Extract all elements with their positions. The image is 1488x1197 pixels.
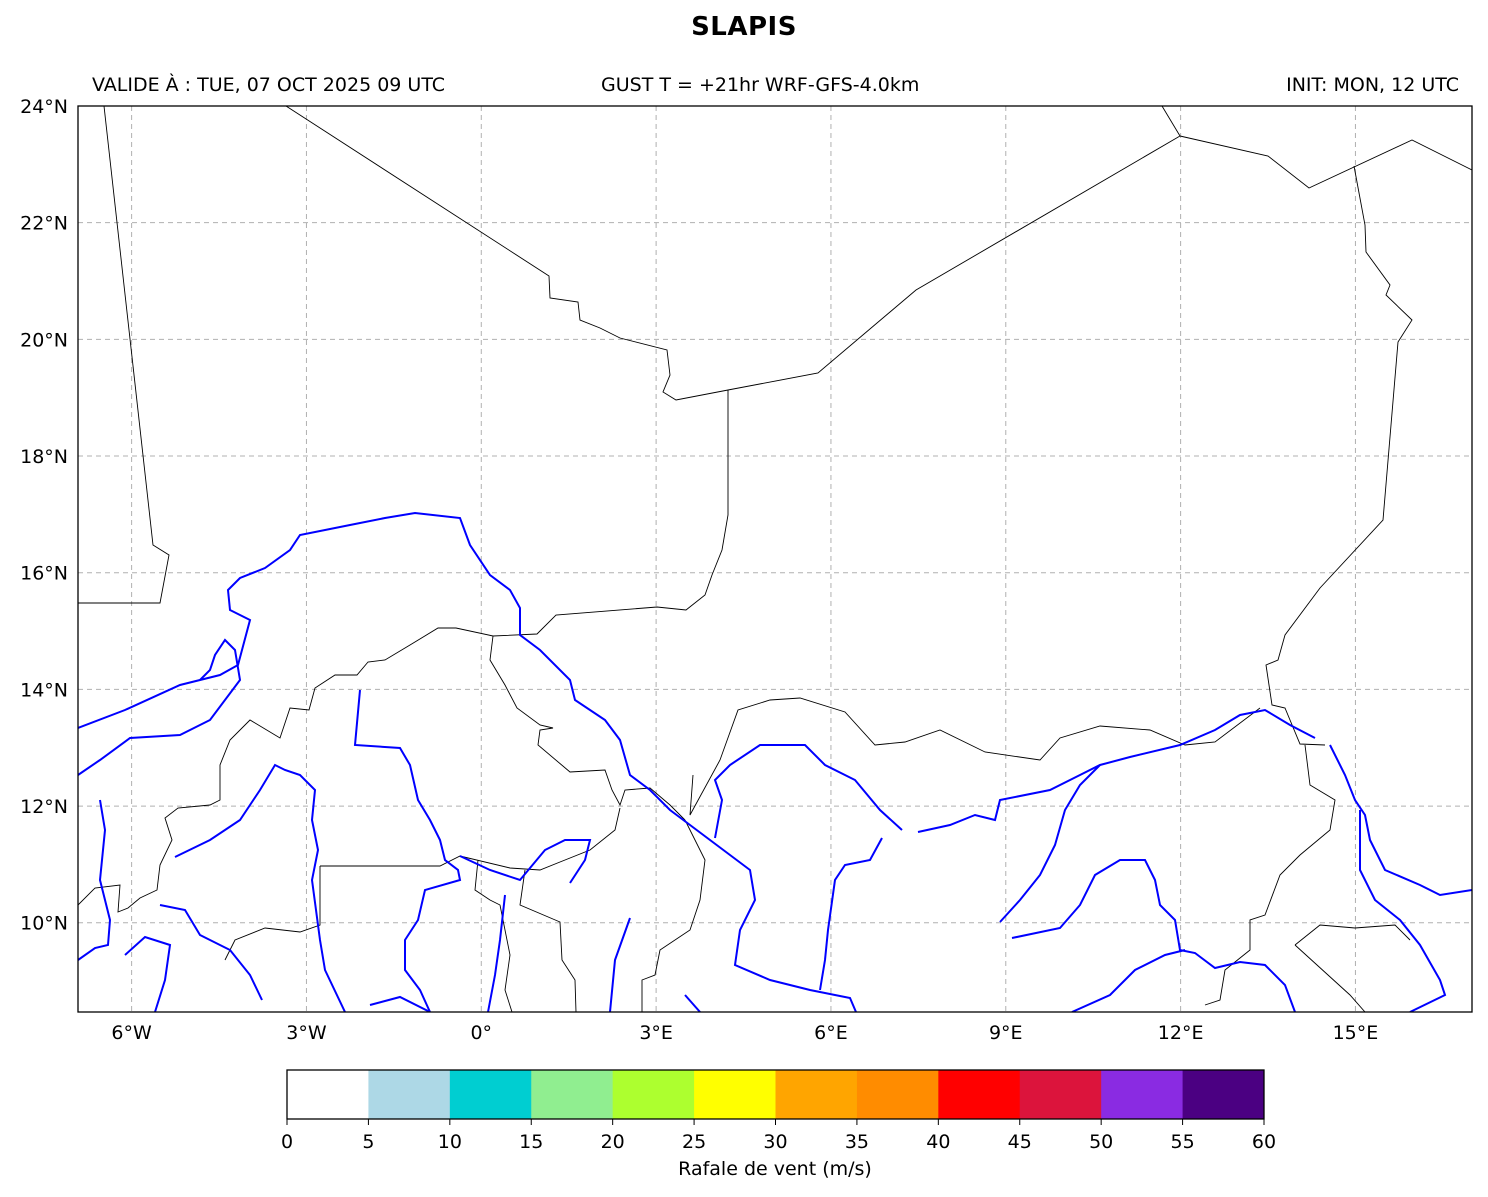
border: [1265, 165, 1413, 746]
lon-tick-label: 6°E: [814, 1022, 848, 1044]
river: [459, 839, 592, 884]
border: [1179, 135, 1472, 189]
colorbar-segment: [531, 1070, 614, 1119]
colorbar-tick-label: 25: [682, 1131, 706, 1153]
colorbar-tick-label: 45: [1008, 1131, 1032, 1153]
lat-tick-label: 10°N: [20, 913, 68, 935]
border: [78, 106, 170, 604]
lat-tick-label: 16°N: [20, 563, 68, 585]
country-borders: [78, 106, 1472, 1012]
colorbar: 0 5 10 15 20 25 30 35 40 45 50 55 60: [281, 1069, 1276, 1153]
river: [174, 763, 346, 1012]
river: [124, 935, 172, 1012]
colorbar-segment: [694, 1070, 776, 1119]
border: [320, 807, 621, 871]
border: [1294, 944, 1366, 1012]
lat-tick-label: 24°N: [20, 96, 68, 118]
product-label: GUST T = +21hr WRF-GFS-4.0km: [601, 74, 920, 96]
river: [999, 764, 1101, 923]
init-time: INIT: MON, 12 UTC: [1286, 74, 1459, 96]
river: [917, 708, 1316, 833]
border: [689, 697, 1261, 816]
lon-tick-label: 15°E: [1333, 1022, 1379, 1044]
colorbar-tick-label: 50: [1089, 1131, 1113, 1153]
valid-time: VALIDE À : TUE, 07 OCT 2025 09 UTC: [92, 74, 446, 96]
river: [369, 995, 431, 1012]
river: [353, 689, 462, 1012]
colorbar-segment: [938, 1070, 1021, 1119]
river: [1071, 949, 1186, 1012]
river: [487, 894, 506, 1012]
river: [78, 511, 857, 1012]
colorbar-tick-label: 40: [926, 1131, 950, 1153]
river: [609, 917, 631, 1012]
border: [1294, 924, 1411, 946]
colorbar-tick-label: 5: [362, 1131, 374, 1153]
gridlines: [78, 106, 1472, 1012]
colorbar-segment: [449, 1070, 532, 1119]
axis-ticks: 6°W 3°W 0° 3°E 6°E 9°E 12°E 15°E 10°N 12°N 14°N 16°…: [20, 96, 1378, 1044]
colorbar-segment: [612, 1070, 695, 1119]
rivers: [78, 511, 1472, 1012]
colorbar-label: Rafale de vent (m/s): [678, 1158, 872, 1180]
lat-tick-label: 14°N: [20, 679, 68, 701]
colorbar-segment: [1019, 1070, 1102, 1119]
lat-tick-label: 18°N: [20, 446, 68, 468]
colorbar-tick-label: 55: [1170, 1131, 1194, 1153]
border: [519, 869, 577, 1012]
colorbar-segment: [287, 1070, 369, 1119]
map-frame: [77, 105, 1473, 1013]
river: [1329, 744, 1472, 897]
colorbar-tick-label: 35: [845, 1131, 869, 1153]
colorbar-tick-label: 60: [1252, 1131, 1276, 1153]
colorbar-segment: [1101, 1070, 1184, 1119]
colorbar-segment: [856, 1070, 939, 1119]
colorbar-tick-label: 15: [519, 1131, 543, 1153]
border: [489, 635, 686, 821]
river: [1011, 859, 1296, 1012]
lon-tick-label: 9°E: [989, 1022, 1023, 1044]
border: [285, 106, 1181, 401]
lat-tick-label: 20°N: [20, 329, 68, 351]
lat-tick-label: 22°N: [20, 213, 68, 235]
lon-tick-label: 12°E: [1158, 1022, 1204, 1044]
colorbar-segment: [775, 1070, 858, 1119]
border: [641, 819, 706, 1012]
river: [159, 904, 263, 1001]
river: [684, 994, 701, 1012]
border: [78, 390, 729, 913]
border: [1204, 744, 1336, 1006]
lon-tick-label: 3°E: [639, 1022, 673, 1044]
lon-tick-label: 6°W: [111, 1022, 152, 1044]
river: [819, 837, 883, 991]
border: [474, 859, 513, 1012]
figure-title: SLAPIS: [691, 12, 797, 42]
border: [224, 866, 321, 961]
river: [78, 638, 242, 776]
river: [1359, 810, 1447, 1012]
colorbar-tick-label: 30: [763, 1131, 787, 1153]
colorbar-segment: [368, 1070, 451, 1119]
colorbar-tick-label: 0: [281, 1131, 293, 1153]
colorbar-tick-label: 20: [601, 1131, 625, 1153]
lon-tick-label: 3°W: [286, 1022, 327, 1044]
lat-tick-label: 12°N: [20, 796, 68, 818]
colorbar-tick-label: 10: [438, 1131, 462, 1153]
river: [713, 744, 903, 839]
colorbar-segment: [1182, 1070, 1265, 1119]
river: [78, 799, 112, 961]
lon-tick-label: 0°: [470, 1022, 492, 1044]
